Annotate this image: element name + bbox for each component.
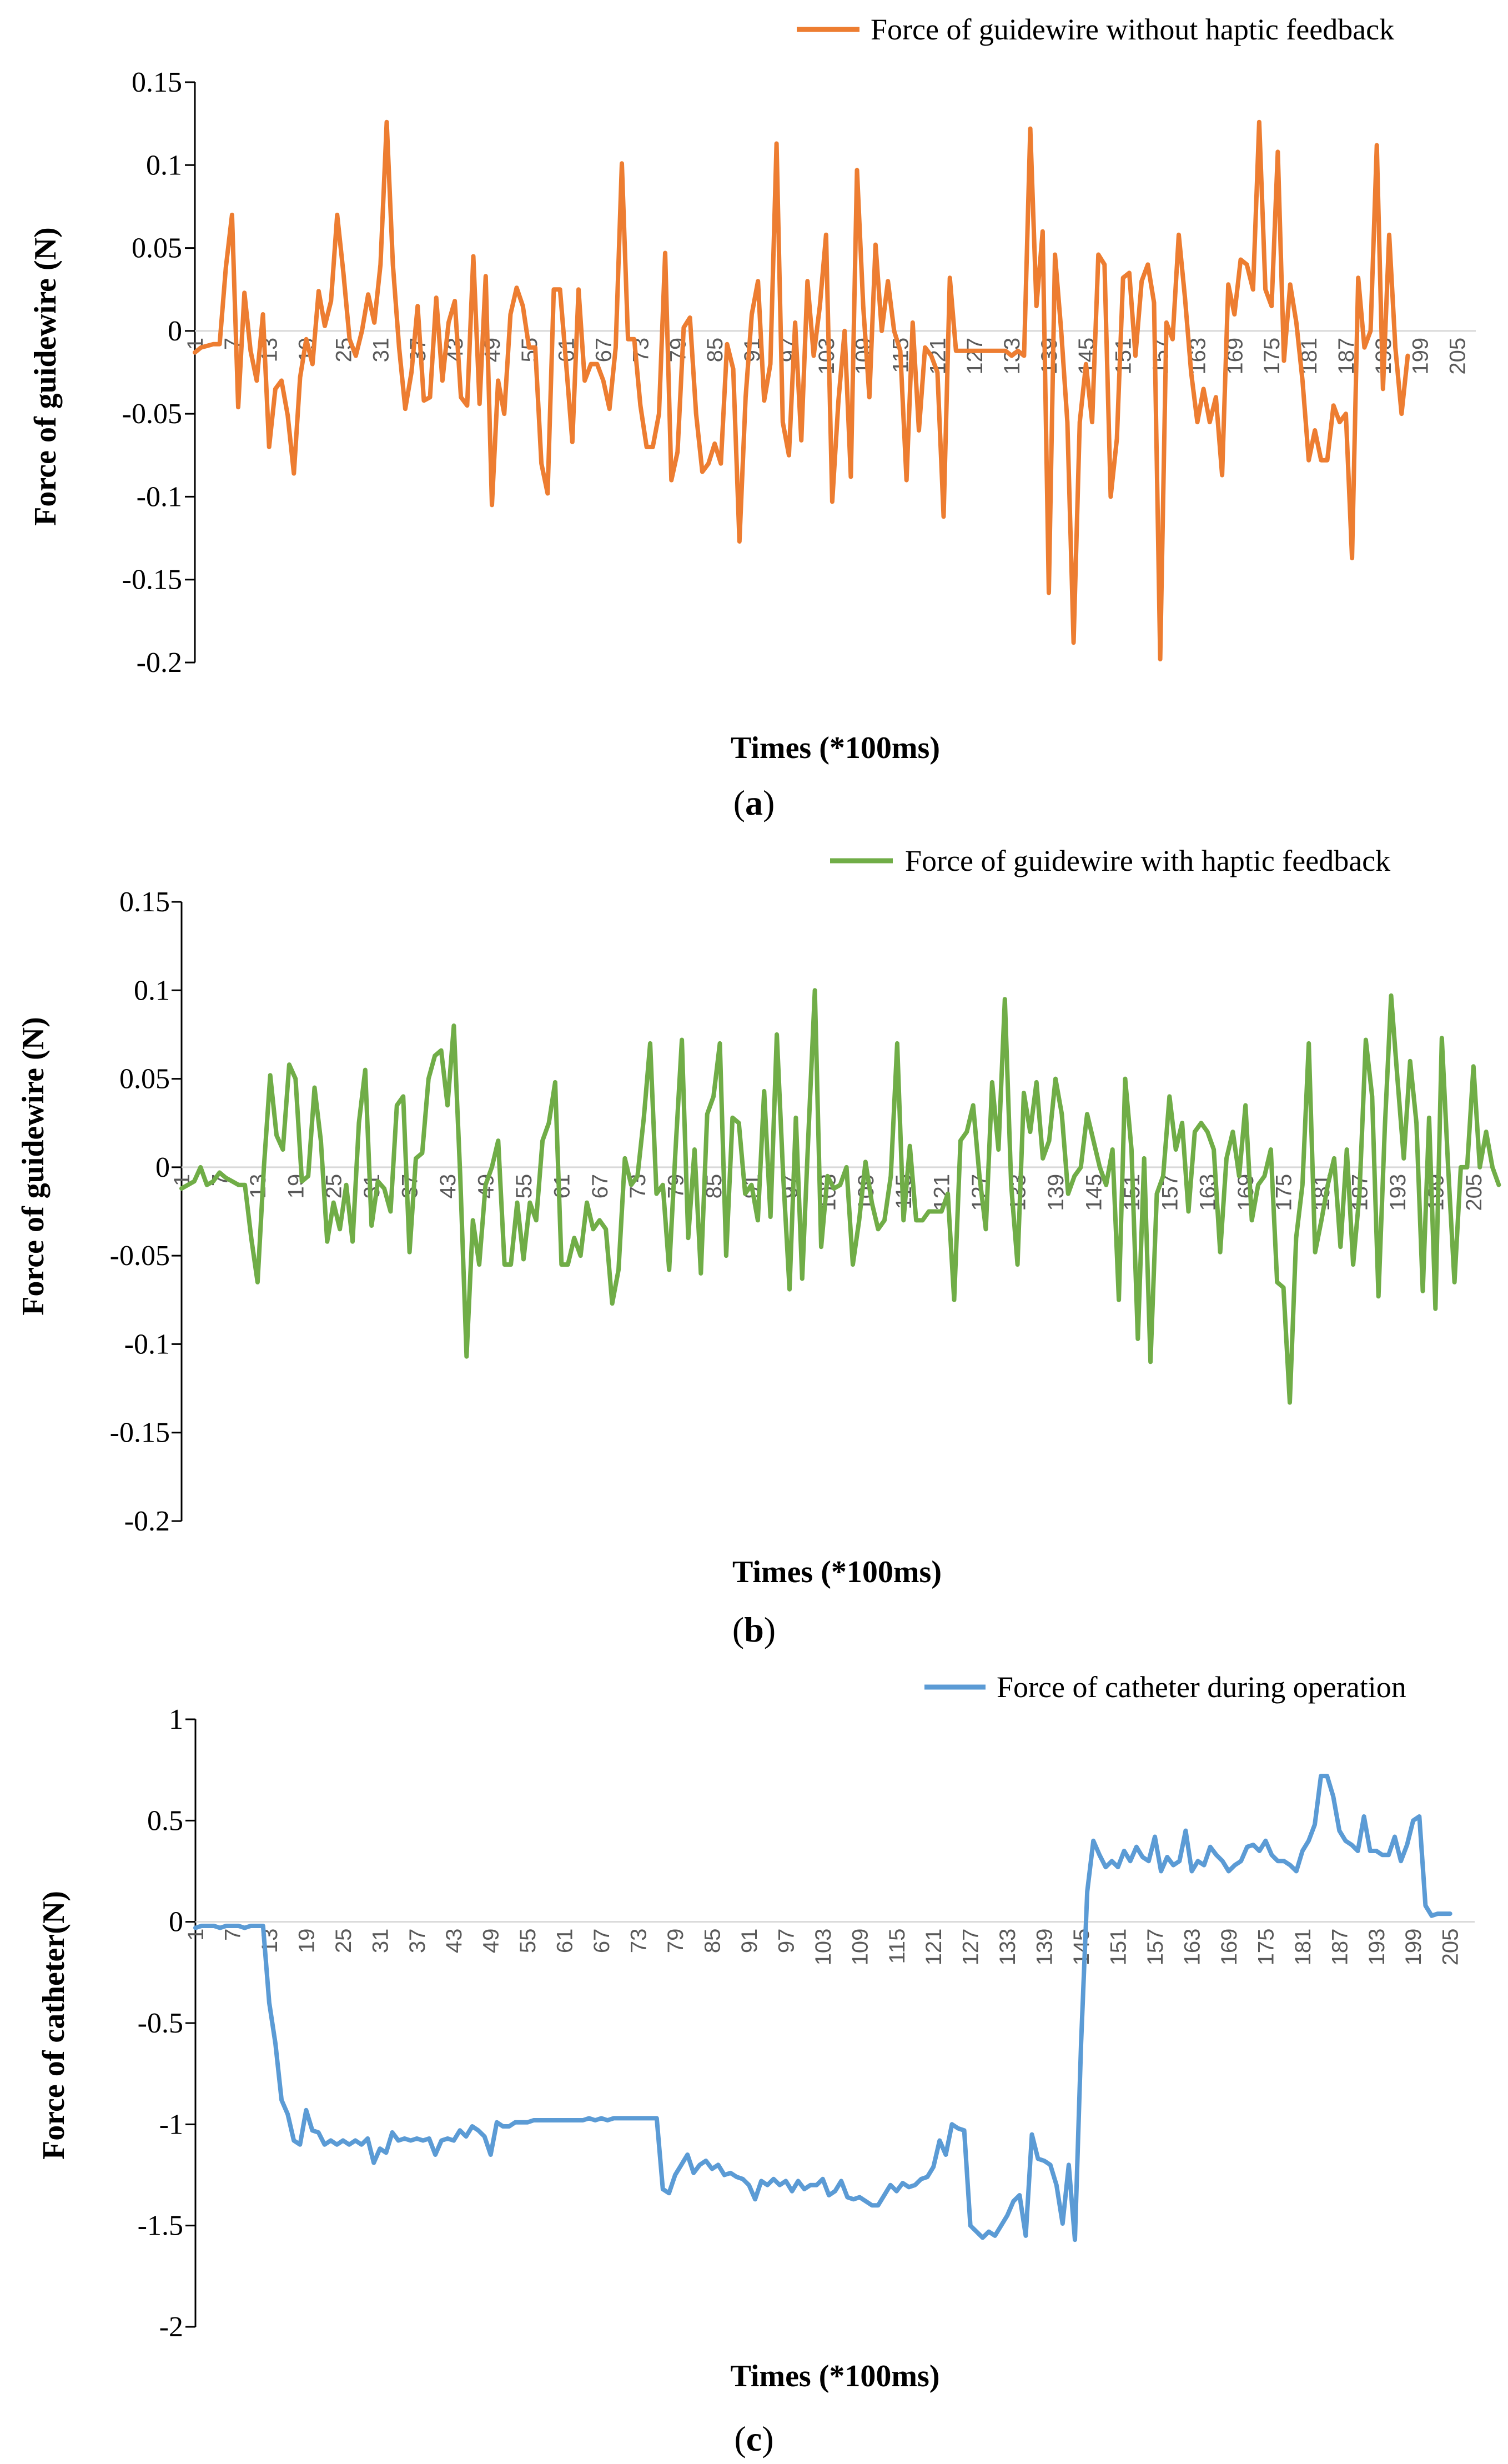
x-tick-label: 151	[1107, 1929, 1131, 1966]
x-tick-label: 175	[1272, 1174, 1296, 1211]
y-tick-label: -1.5	[138, 2210, 183, 2242]
legend-label: Force of guidewire with haptic feedback	[905, 844, 1390, 877]
chart-b: 0.150.10.050-0.05-0.1-0.15-0.21 7 13 19 25 31…	[16, 844, 1501, 1589]
x-tick-label: 19	[294, 1929, 319, 1954]
x-tick-label: 91	[737, 1929, 762, 1954]
series-line	[193, 1774, 1452, 2242]
y-tick-label: 1	[169, 1704, 183, 1735]
x-tick-label: 79	[663, 1929, 688, 1954]
y-tick-label: 0	[168, 315, 182, 347]
chart-a: 0.150.10.050-0.05-0.1-0.15-0.21 7 13 19 25 31…	[28, 13, 1476, 765]
x-tick-label: 175	[1260, 338, 1284, 375]
x-tick-label: 187	[1328, 1929, 1352, 1966]
x-tick-label: 205	[1439, 1929, 1463, 1966]
y-axis-title: Force of catheter(N)	[37, 1891, 71, 2160]
y-tick-label: -0.2	[137, 647, 182, 679]
x-tick-label: 55	[512, 1174, 536, 1199]
y-tick-label: -0.2	[124, 1506, 170, 1537]
panel-label-a: (a)	[733, 783, 775, 822]
x-tick-label: 85	[703, 338, 727, 363]
y-tick-label: 0	[169, 1906, 183, 1938]
legend-label: Force of catheter during operation	[997, 1670, 1406, 1704]
x-tick-label: 145	[1069, 1929, 1094, 1966]
x-tick-label: 43	[442, 1929, 466, 1954]
x-tick-label: 199	[1409, 338, 1433, 375]
x-tick-label: 139	[1033, 1929, 1057, 1966]
x-tick-label: 121	[922, 1929, 946, 1966]
x-tick-label: 139	[1037, 338, 1062, 375]
y-tick-label: -1	[159, 2109, 183, 2140]
x-tick-label: 67	[590, 1929, 614, 1954]
x-tick-label: 55	[516, 1929, 540, 1954]
y-axis-title: Force of guidewire (N)	[16, 1017, 51, 1316]
x-tick-label: 67	[592, 338, 616, 363]
x-tick-label: 175	[1254, 1929, 1278, 1966]
y-tick-label: -0.05	[110, 1240, 170, 1272]
x-tick-label: 193	[1365, 1929, 1389, 1966]
x-tick-label: 127	[963, 338, 987, 375]
y-tick-label: 0.15	[119, 886, 170, 918]
y-tick-label: -0.15	[110, 1417, 170, 1449]
x-tick-label: 139	[1044, 1174, 1068, 1211]
x-tick-label: 43	[436, 1174, 460, 1199]
x-tick-label: 25	[331, 1929, 356, 1954]
chart-c: 10.50-0.5-1-1.5-21 7 13 19 25 31 37 43 49 55 61 67 7…	[37, 1670, 1475, 2393]
y-tick-label: -0.5	[138, 2008, 183, 2039]
x-tick-label: 205	[1462, 1174, 1486, 1211]
x-tick-label: 181	[1291, 1929, 1315, 1966]
x-tick-label: 109	[848, 1929, 872, 1966]
series-line	[179, 988, 1501, 1405]
y-tick-label: -0.15	[122, 564, 182, 596]
x-tick-label: 31	[369, 338, 393, 363]
x-axis-title: Times (*100ms)	[731, 2359, 940, 2393]
x-tick-label: 73	[627, 1929, 651, 1954]
x-tick-label: 31	[368, 1929, 393, 1954]
x-tick-label: 7	[220, 1929, 245, 1941]
x-tick-label: 103	[811, 1929, 836, 1966]
x-tick-label: 169	[1217, 1929, 1241, 1966]
x-tick-label: 115	[885, 1929, 909, 1964]
panel-label-c: (c)	[734, 2419, 773, 2458]
y-tick-label: 0	[155, 1152, 170, 1183]
x-tick-label: 61	[550, 1174, 574, 1199]
x-tick-label: 13	[258, 1929, 282, 1954]
x-tick-label: 49	[479, 1929, 504, 1954]
x-tick-label: 97	[774, 1929, 798, 1954]
x-axis-title: Times (*100ms)	[731, 731, 940, 765]
y-tick-label: -0.1	[124, 1328, 170, 1360]
y-tick-label: -2	[159, 2311, 183, 2343]
y-tick-label: 0.1	[146, 149, 182, 181]
x-tick-label: 205	[1446, 338, 1470, 375]
y-tick-label: -0.1	[137, 481, 182, 513]
y-axis-title: Force of guidewire (N)	[28, 227, 63, 526]
x-tick-label: 37	[398, 1174, 423, 1199]
x-tick-label: 163	[1180, 1929, 1204, 1966]
y-tick-label: 0.5	[147, 1805, 183, 1836]
x-tick-label: 157	[1143, 1929, 1168, 1966]
x-tick-label: 67	[588, 1174, 612, 1199]
x-tick-label: 157	[1149, 338, 1173, 375]
y-tick-label: 0.05	[132, 233, 182, 264]
x-tick-label: 37	[405, 1929, 430, 1954]
x-tick-label: 1	[184, 1929, 208, 1941]
x-tick-label: 7	[220, 338, 245, 350]
x-tick-label: 151	[1112, 338, 1136, 375]
y-tick-label: 0.15	[132, 67, 182, 98]
x-tick-label: 13	[246, 1174, 270, 1199]
x-tick-label: 199	[1401, 1929, 1426, 1966]
x-tick-label: 127	[959, 1929, 983, 1966]
x-axis-title: Times (*100ms)	[732, 1555, 942, 1589]
x-tick-label: 193	[1386, 1174, 1410, 1211]
legend-label: Force of guidewire without haptic feedba…	[871, 13, 1394, 46]
y-tick-label: -0.05	[122, 398, 182, 430]
panel-label-b: (b)	[732, 1610, 776, 1649]
y-tick-label: 0.05	[119, 1063, 170, 1095]
x-tick-label: 85	[700, 1929, 725, 1954]
x-tick-label: 133	[996, 1929, 1020, 1966]
y-tick-label: 0.1	[134, 975, 170, 1006]
series-line	[193, 119, 1410, 661]
x-tick-label: 61	[553, 1929, 577, 1954]
